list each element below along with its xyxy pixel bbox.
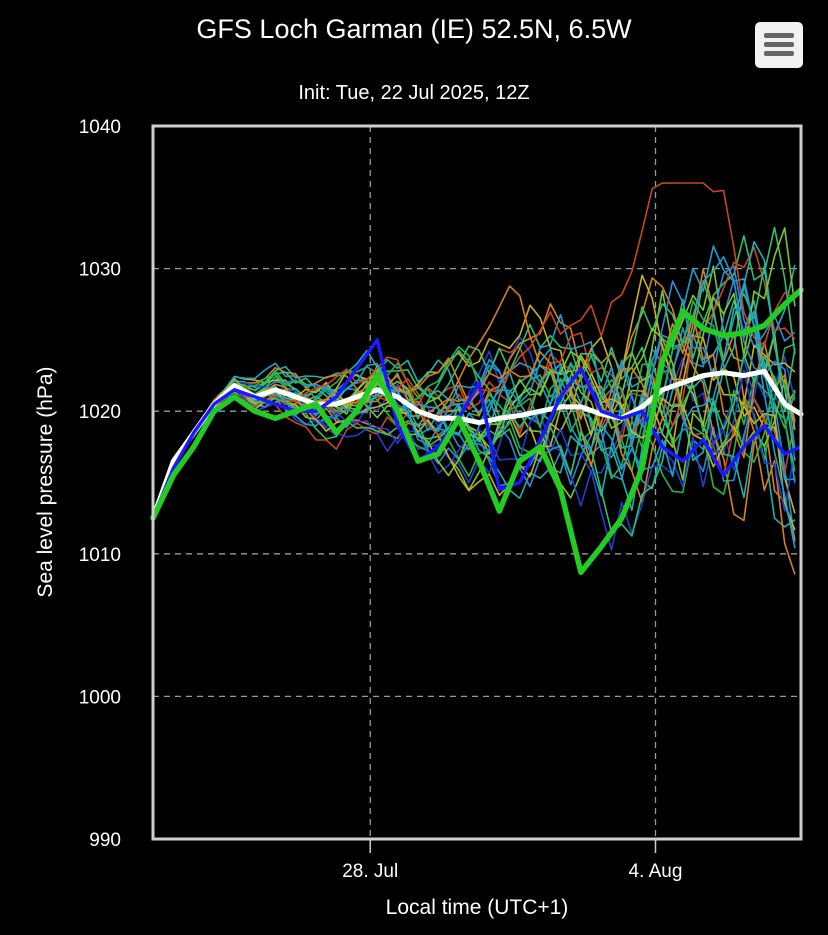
y-tick-label: 1010 [79, 545, 121, 566]
ensemble-member-line [152, 315, 796, 519]
y-axis-tick-labels: 990 1000 1010 1020 1030 1040 [79, 117, 121, 851]
ensemble-mean-line [150, 368, 804, 521]
highlight-series [150, 287, 804, 576]
menu-bar-bottom [764, 51, 794, 56]
ensemble-member-line [152, 343, 796, 519]
ensemble-member-line [152, 268, 796, 575]
y-tick-label: 1040 [79, 117, 121, 138]
ensemble-member-line [152, 375, 796, 531]
menu-bar-top [764, 33, 794, 38]
ensemble-member-line [152, 245, 796, 519]
control-run-line [151, 338, 803, 520]
x-axis-tick-labels: 28. Jul 4. Aug [342, 861, 682, 882]
ensemble-member-line [152, 348, 796, 537]
y-axis-label: Sea level pressure (hPa) [34, 366, 57, 597]
menu-bar-middle [764, 42, 794, 47]
y-tick-label: 990 [89, 830, 121, 851]
grid-lines [153, 126, 801, 853]
chart-title: GFS Loch Garman (IE) 52.5N, 6.5W [196, 14, 632, 44]
x-axis-label: Local time (UTC+1) [386, 896, 569, 919]
x-tick-label: 28. Jul [342, 861, 398, 882]
operational-run-line [150, 287, 804, 576]
chart-subtitle: Init: Tue, 22 Jul 2025, 12Z [298, 82, 530, 104]
plot-frame [151, 124, 803, 841]
y-tick-label: 1030 [79, 260, 121, 281]
y-tick-label: 1020 [79, 402, 121, 423]
ensemble-member-line [152, 340, 796, 519]
x-tick-label: 4. Aug [629, 861, 683, 882]
ensemble-member-line [152, 300, 796, 519]
y-tick-label: 1000 [79, 687, 121, 708]
hamburger-menu-icon[interactable] [755, 22, 803, 68]
